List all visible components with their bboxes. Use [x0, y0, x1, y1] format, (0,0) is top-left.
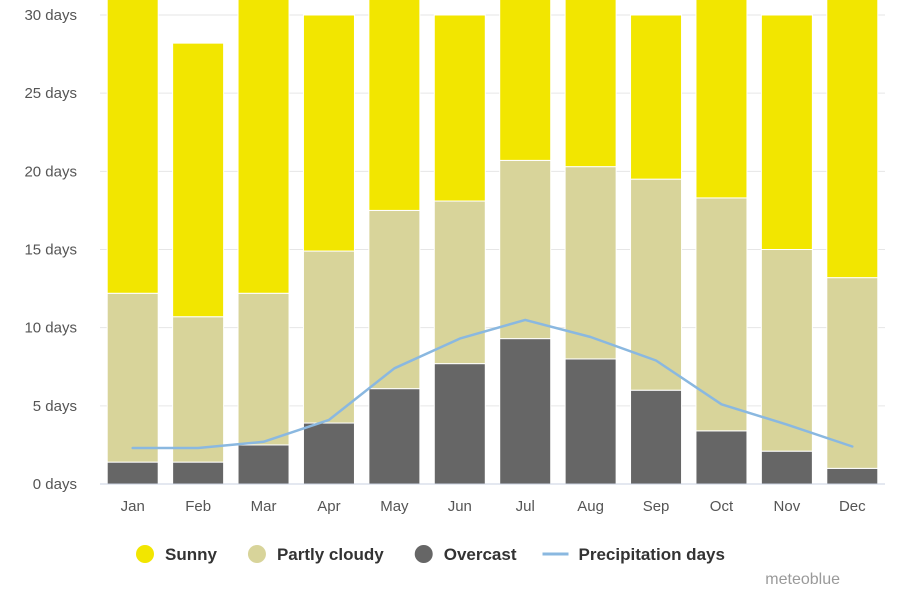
bar-overcast-may: [368, 388, 421, 485]
legend-item-precipitation-days[interactable]: Precipitation days: [542, 545, 725, 564]
bar-partly-cloudy-aug: [564, 166, 617, 360]
bar-overcast-dec: [826, 467, 879, 485]
bar-overcast-feb: [172, 461, 225, 485]
x-tick-label: Jan: [121, 498, 145, 515]
legend-dot-marker: [136, 545, 154, 563]
bar-sunny-oct: [695, 0, 748, 199]
x-tick-label: Dec: [839, 498, 866, 515]
meteoblue-brand: meteoblue: [765, 571, 840, 588]
bar-overcast-nov: [760, 450, 813, 485]
bar-overcast-jun: [433, 363, 486, 485]
bar-sunny-sep: [630, 14, 683, 180]
legend-item-overcast[interactable]: Overcast: [414, 545, 517, 564]
grid-lines: [100, 14, 885, 407]
bar-sunny-jun: [433, 14, 486, 202]
x-tick-label: Jul: [516, 498, 535, 515]
y-tick-label: 5 days: [33, 398, 77, 415]
bar-sunny-dec: [826, 0, 879, 279]
bar-partly-cloudy-jun: [433, 200, 486, 365]
bar-partly-cloudy-feb: [172, 316, 225, 463]
y-tick-label: 10 days: [24, 320, 77, 337]
bar-partly-cloudy-oct: [695, 197, 748, 432]
y-tick-label: 30 days: [24, 7, 77, 24]
legend: Sunny Partly cloudy Overcast Precipitation …: [136, 545, 725, 564]
bar-partly-cloudy-apr: [302, 250, 355, 424]
legend-label: Precipitation days: [579, 545, 725, 564]
bar-overcast-oct: [695, 430, 748, 485]
bar-partly-cloudy-nov: [760, 249, 813, 452]
x-tick-label: Mar: [251, 498, 277, 515]
bar-sunny-apr: [302, 14, 355, 252]
legend-label: Overcast: [444, 545, 517, 564]
x-tick-label: Nov: [774, 498, 801, 515]
bar-overcast-jan: [106, 461, 159, 485]
legend-label: Sunny: [165, 545, 217, 564]
y-tick-label: 15 days: [24, 242, 77, 259]
x-tick-label: Sep: [643, 498, 670, 515]
x-tick-label: Oct: [710, 498, 734, 515]
bar-sunny-mar: [237, 0, 290, 294]
x-tick-label: Apr: [317, 498, 340, 515]
bar-partly-cloudy-sep: [630, 178, 683, 391]
bar-overcast-apr: [302, 422, 355, 485]
legend-label: Partly cloudy: [277, 545, 384, 564]
bar-partly-cloudy-jul: [499, 159, 552, 340]
y-tick-label: 25 days: [24, 85, 77, 102]
bar-overcast-aug: [564, 358, 617, 485]
bar-sunny-may: [368, 0, 421, 211]
legend-item-partly-cloudy[interactable]: Partly cloudy: [247, 545, 384, 564]
bar-sunny-nov: [760, 14, 813, 250]
bar-sunny-jan: [106, 0, 159, 294]
legend-item-sunny[interactable]: Sunny: [136, 545, 217, 564]
bar-partly-cloudy-dec: [826, 277, 879, 469]
x-tick-label: Feb: [185, 498, 211, 515]
precipitation-days-line: [131, 318, 854, 450]
bar-overcast-jul: [499, 338, 552, 485]
bar-overcast-sep: [630, 389, 683, 485]
precipitation-line-layer: [131, 318, 854, 450]
x-axis-ticks: Jan Feb Mar Apr May Jun Jul Aug Sep Oct Nov Dec: [121, 498, 867, 515]
bar-partly-cloudy-may: [368, 209, 421, 390]
bar-partly-cloudy-mar: [237, 292, 290, 446]
x-tick-label: Aug: [577, 498, 604, 515]
bar-sunny-aug: [564, 0, 617, 168]
bar-partly-cloudy-jan: [106, 292, 159, 463]
bars: [106, 0, 879, 485]
legend-dot-marker: [414, 545, 433, 563]
y-axis-ticks: 0 days 5 days 10 days 15 days 20 days 25 days…: [24, 7, 77, 493]
legend-dot-marker: [247, 545, 266, 563]
x-tick-label: Jun: [448, 498, 472, 515]
x-tick-label: May: [380, 498, 409, 515]
bar-sunny-feb: [172, 42, 225, 318]
bar-overcast-mar: [237, 444, 290, 485]
bar-sunny-jul: [499, 0, 552, 161]
y-tick-label: 20 days: [24, 163, 77, 180]
y-tick-label: 0 days: [33, 476, 77, 493]
